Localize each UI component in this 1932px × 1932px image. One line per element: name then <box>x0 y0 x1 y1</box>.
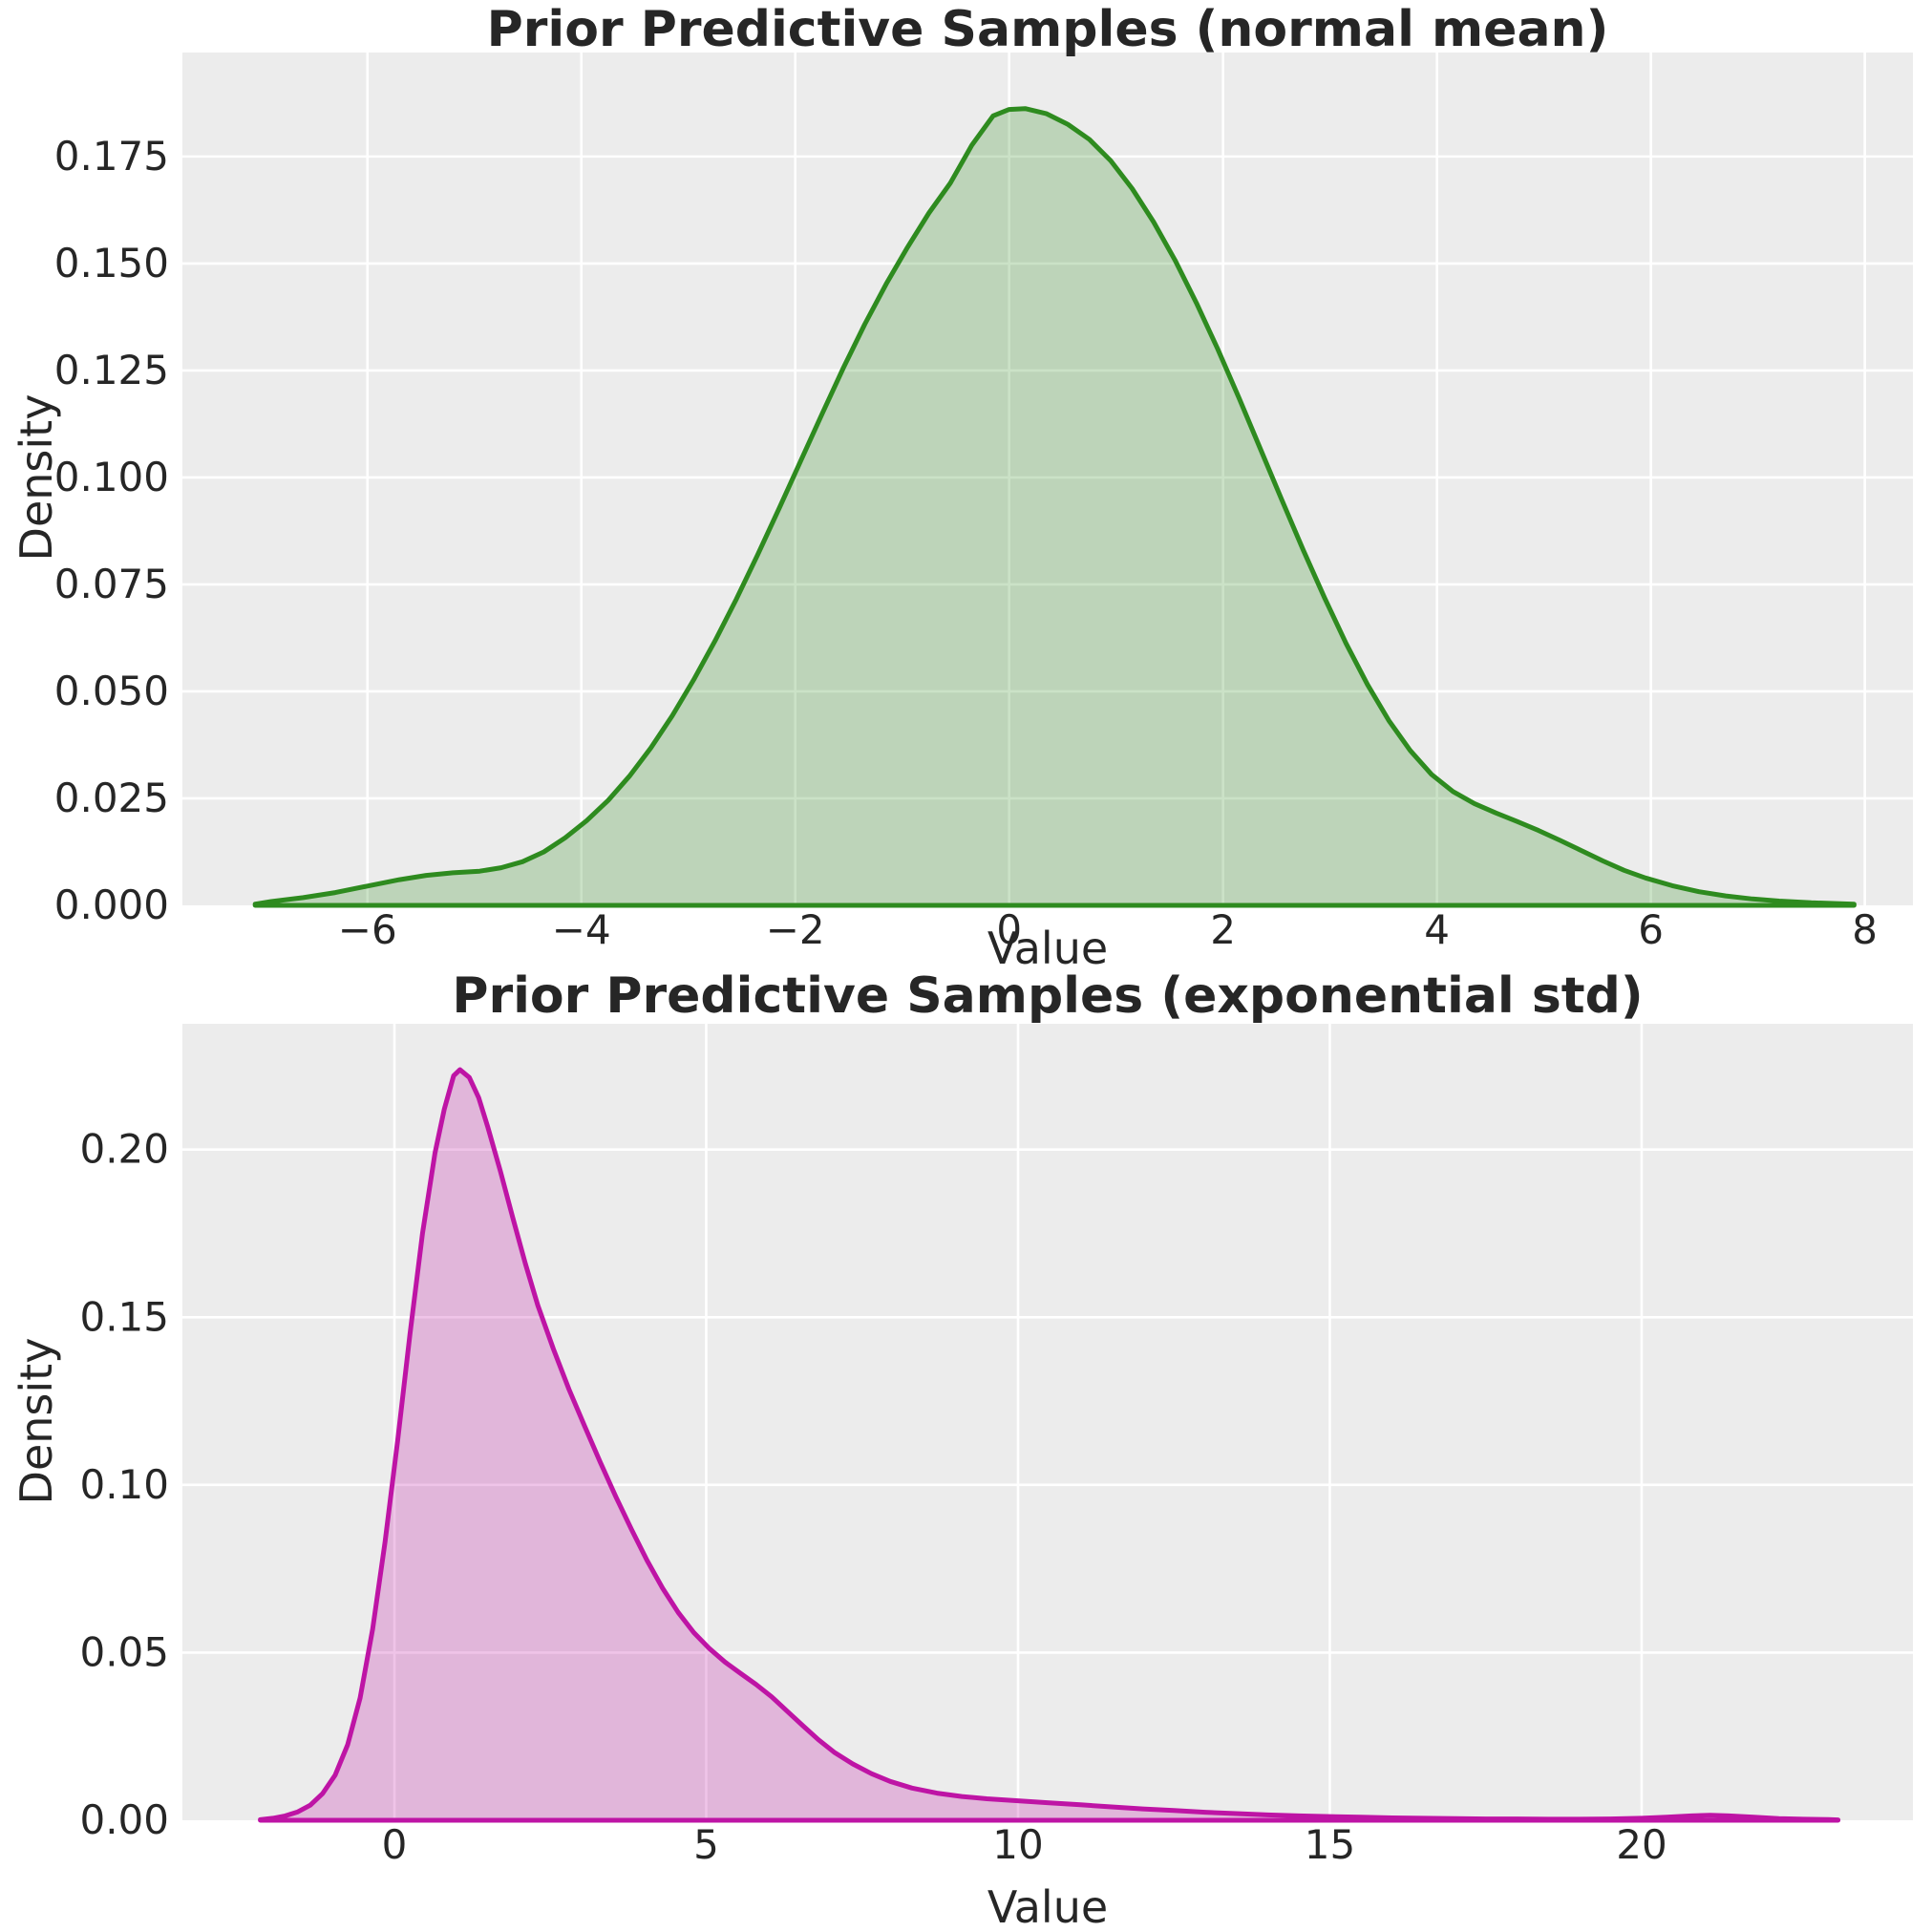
y-tick-label: 0.125 <box>54 347 169 393</box>
y-tick-label: 0.10 <box>79 1461 169 1508</box>
x-tick-label: 5 <box>693 1821 719 1868</box>
y-tick-label: 0.075 <box>54 561 169 607</box>
kde-line <box>258 1067 1841 1823</box>
x-tick-label: 8 <box>1852 906 1878 953</box>
subplot-1: 0 5 10 15 20 0.00 0.05 0.10 0.15 0.20 <box>79 1024 1913 1868</box>
x-tick-label: −2 <box>766 906 825 953</box>
x-tick-label: 15 <box>1305 1821 1355 1868</box>
y-tick-label: 0.000 <box>54 881 169 928</box>
x-tick-label: 6 <box>1638 906 1664 953</box>
kde-fill <box>255 108 1855 905</box>
x-tick-label: 20 <box>1616 1821 1667 1868</box>
kde-fill <box>260 1070 1838 1820</box>
y-tick-label: 0.100 <box>54 454 169 500</box>
x-tick-label: −4 <box>552 906 611 953</box>
bottom-chart-title: Prior Predictive Samples (exponential st… <box>452 967 1644 1025</box>
axes-background <box>182 1024 1913 1820</box>
y-tick-label: 0.20 <box>79 1126 169 1173</box>
y-tick-label: 0.150 <box>54 240 169 287</box>
y-tick-label: 0.00 <box>79 1796 169 1843</box>
x-tick-label: 10 <box>992 1821 1043 1868</box>
x-tick-label: 4 <box>1424 906 1450 953</box>
subplot-0: −6 −4 −2 0 2 4 6 8 0.000 0.025 0.050 0.075 0.100 0.12… <box>54 53 1913 953</box>
y-tick-label: 0.05 <box>79 1628 169 1675</box>
top-x-axis-label: Value <box>987 923 1109 974</box>
axes-background <box>182 53 1913 905</box>
y-tick-label: 0.050 <box>54 668 169 714</box>
y-tick-label: 0.175 <box>54 133 169 180</box>
kde-line <box>252 106 1857 908</box>
x-tick-label: 0 <box>996 906 1022 953</box>
y-tick-label: 0.025 <box>54 775 169 821</box>
top-chart-title: Prior Predictive Samples (normal mean) <box>486 1 1609 58</box>
y-tick-label: 0.15 <box>79 1293 169 1340</box>
x-tick-label: 0 <box>382 1821 408 1868</box>
top-y-axis-label: Density <box>11 393 62 562</box>
x-tick-label: −6 <box>338 906 397 953</box>
bottom-y-axis-label: Density <box>11 1337 62 1505</box>
bottom-x-axis-label: Value <box>987 1881 1109 1932</box>
x-tick-label: 2 <box>1210 906 1236 953</box>
